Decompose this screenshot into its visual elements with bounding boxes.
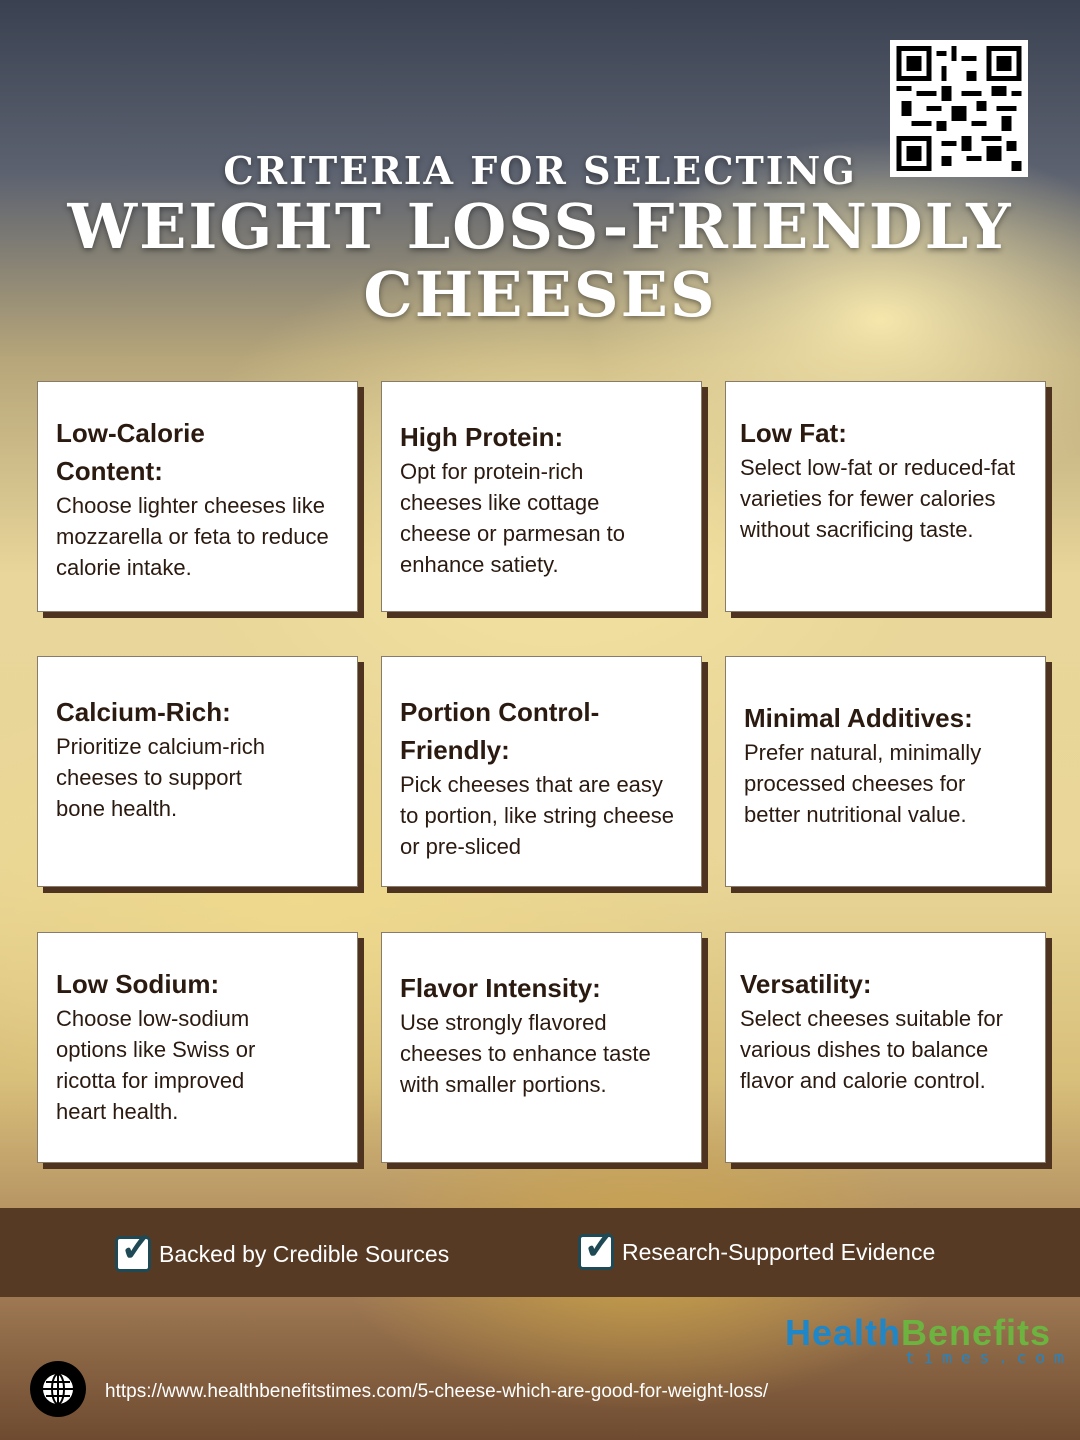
card-low-calorie: Low-Calorie Content: Choose lighter chees… [37,381,358,612]
card-heading: Calcium-Rich: [56,697,231,727]
card-body: Prefer natural, minimally processed chee… [744,740,982,827]
card-calcium-rich: Calcium-Rich: Prioritize calcium-rich che… [37,656,358,887]
card-heading: Low-Calorie Content: [56,418,205,486]
card-heading: High Protein: [400,422,564,452]
card-body: Choose low-sodium options like Swiss or … [56,1006,256,1124]
trust-band [0,1208,1080,1297]
card-body: Prioritize calcium-rich cheeses to suppo… [56,734,266,821]
card-heading: Versatility: [740,969,872,999]
badge-research-evidence: ✓ Research-Supported Evidence [578,1224,936,1270]
card-heading: Minimal Additives: [744,703,973,733]
card-body: Opt for protein-rich cheeses like cottag… [400,459,626,577]
badge-credible-sources: ✓ Backed by Credible Sources [115,1226,450,1272]
globe-icon [30,1361,86,1417]
title-line-1: CRITERIA FOR SELECTING [223,148,857,193]
card-heading: Low Fat: [740,418,847,448]
card-body: Use strongly flavored cheeses to enhance… [400,1010,651,1097]
checkbox-check-icon: ✓ [578,1224,617,1270]
card-body: Select cheeses suitable for various dish… [740,1006,1003,1093]
badge-label: Research-Supported Evidence [622,1238,936,1265]
card-portion-control: Portion Control-Friendly: Pick cheeses th… [381,656,702,887]
title-line-2: WEIGHT LOSS-FRIENDLY [67,190,1013,263]
brand-logo-subtitle: times.com [905,1348,1073,1367]
card-low-fat: Low Fat: Select low-fat or reduced-fat va… [725,381,1046,612]
card-body: Choose lighter cheeses like mozzarella o… [56,493,329,580]
card-body: Pick cheeses that are easy to portion, l… [400,772,674,859]
card-body: Select low-fat or reduced-fat varieties … [740,455,1016,542]
card-high-protein: High Protein: Opt for protein-rich cheese… [381,381,702,612]
card-heading: Low Sodium: [56,969,220,999]
qr-code [890,40,1028,177]
card-heading: Portion Control-Friendly: [400,697,600,765]
card-versatility: Versatility: Select cheeses suitable for … [725,932,1046,1163]
title-line-3: CHEESES [363,258,717,331]
brand-logo: HealthBenefits [785,1312,1052,1353]
source-url-link[interactable]: https://www.healthbenefitstimes.com/5-ch… [105,1381,769,1402]
card-minimal-additives: Minimal Additives: Prefer natural, minima… [725,656,1046,887]
badge-label: Backed by Credible Sources [159,1240,450,1267]
checkbox-check-icon: ✓ [115,1226,154,1272]
card-heading: Flavor Intensity: [400,973,601,1003]
card-low-sodium: Low Sodium: Choose low-sodium options lik… [37,932,358,1163]
card-flavor-intensity: Flavor Intensity: Use strongly flavored c… [381,932,702,1163]
